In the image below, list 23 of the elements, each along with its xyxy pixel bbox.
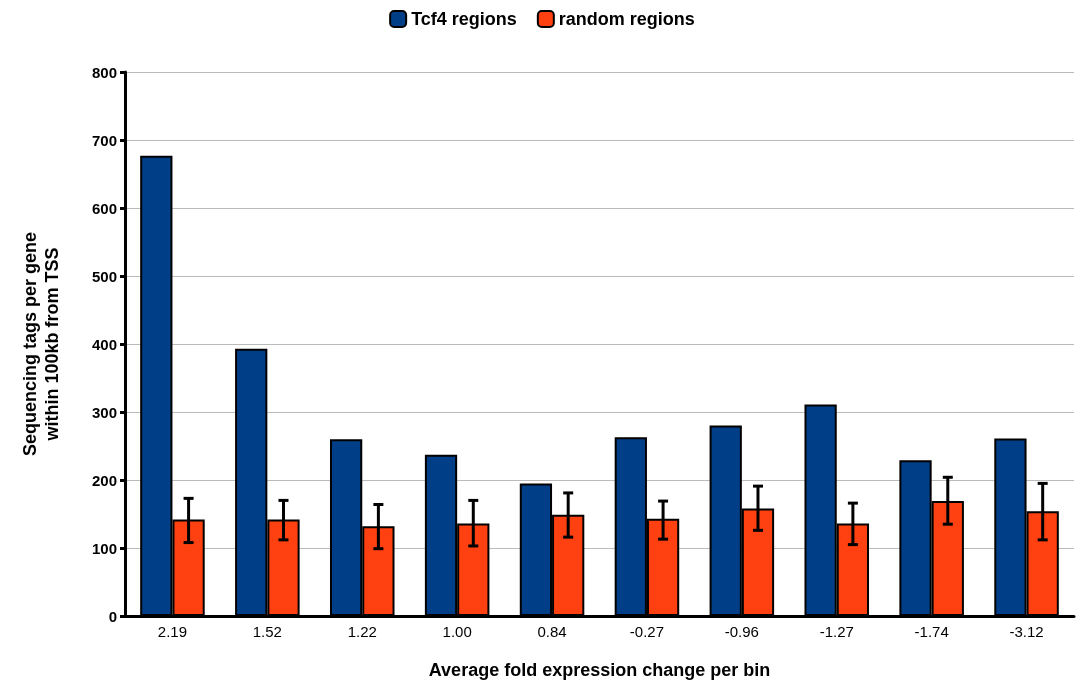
legend-label: random regions: [558, 9, 695, 29]
x-tick-label: -0.27: [629, 623, 665, 640]
x-tick-label: -1.27: [819, 623, 854, 640]
x-tick-label: -1.74: [914, 623, 949, 640]
x-tick-label: 2.19: [157, 623, 188, 640]
x-tick-label: 1.00: [442, 623, 472, 640]
y-tick-label: 200: [91, 471, 117, 489]
y-tick-label: 800: [91, 63, 117, 81]
y-tick-label: 700: [91, 131, 117, 149]
x-tick-label: 1.22: [347, 623, 377, 640]
y-axis-title: Sequencing tags per gene within 100kb from TSS: [20, 231, 62, 457]
y-tick-label: 0: [108, 607, 117, 625]
y-tick-label: 600: [91, 199, 117, 217]
legend-label: Tcf4 regions: [411, 9, 517, 29]
x-axis-title: Average fold expression change per bin: [428, 660, 771, 680]
x-tick-label: 1.52: [252, 623, 282, 640]
y-tick-label: 500: [91, 267, 117, 285]
y-tick-label: 400: [91, 335, 117, 353]
x-tick-label: -3.12: [1009, 623, 1044, 640]
y-tick-label: 100: [91, 539, 117, 557]
y-tick-label: 300: [91, 403, 117, 421]
x-tick-label: 0.84: [537, 623, 567, 640]
x-tick-label: -0.96: [724, 623, 759, 640]
